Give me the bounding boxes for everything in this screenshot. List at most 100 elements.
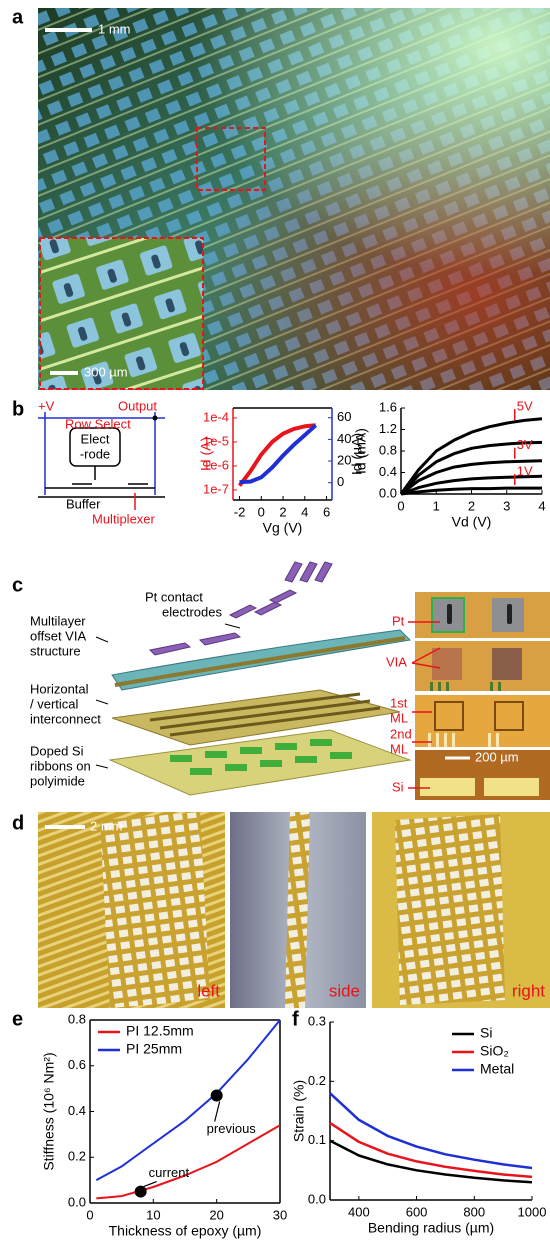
- y-tick-label: 0.2: [68, 1149, 86, 1164]
- panel-label: f: [292, 1008, 299, 1030]
- series-label: 1V: [517, 464, 533, 479]
- x-tick-label: 0: [397, 498, 404, 513]
- circuit-label: Output: [118, 398, 157, 413]
- series-line: [96, 1020, 280, 1180]
- y-axis-label: Stiffness (10⁶ Nm²): [41, 1052, 57, 1170]
- micrograph-label: Pt: [392, 613, 405, 628]
- x-tick-label: 10: [146, 1207, 160, 1222]
- y2-tick-label: 0: [337, 474, 344, 489]
- figure: a b c d e f 1 mm 300 µm +V Output Row Se…: [0, 0, 550, 1243]
- annotation-arrow: [215, 1101, 220, 1121]
- panel-label: c: [12, 574, 23, 596]
- view-label: left: [197, 981, 220, 1000]
- scale-bar-label: 2 mm: [90, 818, 123, 833]
- micrograph-label: Si: [392, 779, 404, 794]
- y-axis-label: Strain (%): [291, 1080, 307, 1142]
- y-tick-label: 0.6: [68, 1057, 86, 1072]
- x-tick-label: 2: [279, 504, 286, 519]
- micrograph-label: VIA: [386, 654, 407, 669]
- x-tick-label: 20: [209, 1207, 223, 1222]
- x-tick-label: 1000: [518, 1204, 547, 1219]
- x-tick-label: 6: [323, 504, 330, 519]
- x-tick-label: 0: [86, 1207, 93, 1222]
- layer-label: / vertical: [30, 696, 79, 711]
- legend-label: Metal: [480, 1061, 514, 1077]
- photos-d: [38, 812, 550, 1008]
- scale-bar-label: 200 µm: [475, 749, 519, 764]
- x-tick-label: 800: [463, 1204, 485, 1219]
- panel-label: a: [12, 6, 24, 28]
- series-label: 5V: [517, 398, 533, 413]
- annotation: previous: [207, 1121, 257, 1136]
- layer-label: structure: [30, 643, 81, 658]
- micrograph-label: ML: [390, 741, 408, 756]
- view-label: right: [512, 981, 545, 1000]
- annotation: current: [149, 1165, 190, 1180]
- y-tick-label: 0.3: [308, 1013, 326, 1028]
- circuit-label: Multiplexer: [92, 511, 156, 526]
- panel-label: d: [12, 812, 24, 834]
- micrograph-label: 1st: [390, 695, 408, 710]
- layer-label: Doped Si: [30, 743, 84, 758]
- y-tick-label: 1e-4: [203, 409, 229, 424]
- y-tick-label: 1.6: [379, 399, 397, 414]
- layer-label: Multilayer: [30, 613, 86, 628]
- highlight-point: [135, 1186, 147, 1198]
- legend-label: PI 12.5mm: [126, 1023, 194, 1039]
- micrographs: [408, 592, 550, 800]
- layer-label: Pt contact: [145, 589, 203, 604]
- layer-label: interconnect: [30, 711, 101, 726]
- series-line: [401, 419, 542, 494]
- circuit-label: Buffer: [66, 496, 101, 511]
- x-tick-label: -2: [234, 504, 246, 519]
- circuit-label: Row Select: [65, 416, 131, 431]
- x-tick-label: 4: [301, 504, 308, 519]
- y-tick-label: 0.4: [379, 464, 397, 479]
- y-axis-label: Id (A): [198, 437, 214, 471]
- y2-tick-label: 60: [337, 409, 351, 424]
- layer-label: polyimide: [30, 773, 85, 788]
- scale-bar-label: 300 µm: [84, 364, 128, 379]
- x-axis-label: Vd (V): [452, 514, 492, 530]
- y-tick-label: 0.0: [308, 1191, 326, 1206]
- highlight-point: [211, 1089, 223, 1101]
- series-line: [96, 1125, 280, 1198]
- y-axis-label: Id (mA): [353, 428, 369, 474]
- photo-a: 1 mm 300 µm: [38, 8, 550, 390]
- x-tick-label: 0: [258, 504, 265, 519]
- x-axis-label: Thickness of epoxy (µm): [109, 1223, 262, 1239]
- legend-label: PI 25mm: [126, 1041, 182, 1057]
- y-tick-label: 0.4: [68, 1103, 86, 1118]
- x-tick-label: 3: [503, 498, 510, 513]
- view-label: side: [329, 981, 360, 1000]
- y-tick-label: 0.8: [68, 1011, 86, 1026]
- legend-label: SiO₂: [480, 1043, 509, 1059]
- x-tick-label: 600: [406, 1204, 428, 1219]
- x-tick-label: 1: [433, 498, 440, 513]
- legend-label: Si: [480, 1025, 492, 1041]
- panel-label: e: [12, 1008, 23, 1030]
- y-tick-label: 0.8: [379, 442, 397, 457]
- y-tick-label: 0.0: [379, 485, 397, 500]
- x-axis-label: Vg (V): [263, 520, 303, 536]
- x-tick-label: 30: [273, 1207, 287, 1222]
- micrograph-label: 2nd: [390, 726, 412, 741]
- panel-label: b: [12, 398, 24, 420]
- circuit-label: Elect: [81, 431, 110, 446]
- x-tick-label: 4: [538, 498, 545, 513]
- series-line: [330, 1141, 532, 1183]
- y-tick-label: 0.0: [68, 1194, 86, 1209]
- x-axis-label: Bending radius (µm): [368, 1220, 494, 1236]
- y-tick-label: 1e-7: [203, 481, 229, 496]
- layer-label: ribbons on: [30, 758, 91, 773]
- y-tick-label: 1.2: [379, 421, 397, 436]
- x-tick-label: 400: [348, 1204, 370, 1219]
- scale-bar-label: 1 mm: [98, 21, 131, 36]
- circuit-label: -rode: [80, 446, 110, 461]
- circuit-label: +V: [38, 398, 55, 413]
- layer-label: electrodes: [162, 604, 222, 619]
- layer-label: offset VIA: [30, 628, 86, 643]
- x-tick-label: 2: [468, 498, 475, 513]
- layer-stack: [96, 562, 410, 795]
- layer-label: Horizontal: [30, 681, 89, 696]
